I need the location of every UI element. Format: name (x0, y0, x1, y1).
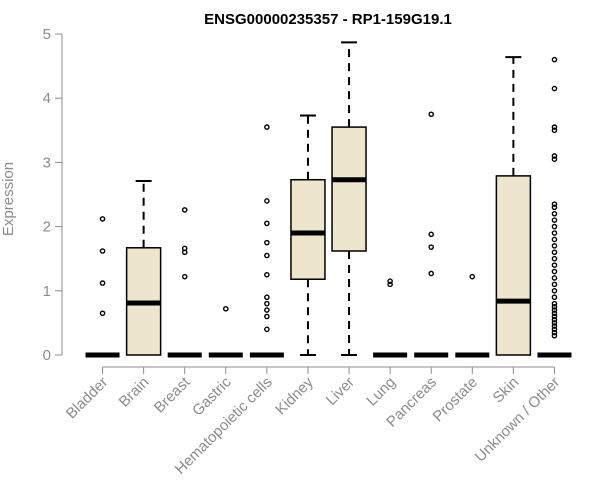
box-brain (125, 180, 162, 356)
y-tick-label: 5 (43, 26, 51, 43)
outlier-point (99, 248, 106, 254)
outlier-point (387, 281, 393, 288)
outlier-point (551, 124, 558, 130)
outlier-point (264, 307, 270, 313)
chart-title: ENSG00000235357 - RP1-159G19.1 (204, 11, 452, 28)
x-tick-label: Brain (116, 374, 153, 411)
outlier-point (551, 329, 558, 336)
outlier-point (551, 287, 558, 294)
outlier-point (551, 236, 558, 243)
outlier-point (551, 304, 558, 310)
box-iqr (331, 126, 367, 252)
outlier-point (551, 332, 558, 339)
outlier-point (551, 294, 558, 301)
outlier-point (181, 273, 188, 280)
x-tick-label: Skin (490, 374, 523, 407)
outlier-point (264, 239, 270, 246)
box-breast (167, 207, 202, 358)
outlier-point (551, 300, 558, 307)
outlier-point (428, 111, 435, 118)
x-tick-label: Breast (151, 373, 194, 416)
x-tick-label: Lung (363, 374, 399, 410)
box-bladder (85, 216, 120, 358)
outlier-point (551, 323, 558, 329)
outlier-point (551, 313, 558, 320)
outlier-point (551, 310, 558, 317)
x-tick-label: Kidney (272, 373, 317, 418)
outlier-point (551, 204, 558, 211)
outlier-point (181, 245, 188, 252)
box-gastric (208, 305, 243, 358)
box-pancreas (414, 111, 449, 358)
box-iqr (290, 178, 326, 280)
outlier-point (551, 249, 558, 256)
outlier-point (264, 294, 270, 301)
x-tick-label: Liver (323, 374, 358, 409)
box-group (85, 41, 572, 358)
outlier-point (428, 244, 435, 250)
outlier-point (222, 305, 229, 312)
outlier-point (551, 217, 558, 223)
outlier-point (551, 127, 558, 134)
outlier-point (264, 326, 270, 333)
box-iqr (495, 175, 532, 356)
box-skin (495, 56, 532, 356)
box-prostate (455, 273, 490, 358)
outlier-point (551, 156, 558, 162)
outlier-point (264, 300, 270, 307)
outlier-point (551, 316, 558, 323)
outlier-point (99, 310, 106, 317)
outlier-point (551, 210, 558, 217)
outlier-point (428, 231, 435, 238)
outlier-point (551, 201, 558, 207)
outlier-point (181, 207, 188, 213)
y-tick-label: 4 (43, 90, 51, 107)
outlier-point (551, 85, 558, 92)
box-unknown-other (537, 56, 572, 358)
outlier-point (264, 198, 270, 204)
outlier-point (551, 281, 558, 288)
outlier-point (264, 252, 270, 259)
outlier-point (264, 124, 270, 130)
outlier-point (551, 223, 558, 230)
outlier-point (387, 278, 393, 284)
outlier-point (428, 270, 435, 277)
outlier-point (264, 313, 270, 320)
outlier-point (551, 268, 558, 275)
y-tick-label: 0 (43, 347, 51, 364)
outlier-point (469, 273, 476, 280)
outlier-point (551, 326, 558, 333)
y-tick-label: 1 (43, 283, 51, 300)
outlier-point (551, 262, 558, 268)
outlier-point (551, 153, 558, 159)
outlier-point (551, 230, 558, 236)
box-liver (331, 41, 367, 356)
outlier-point (551, 255, 558, 262)
outlier-point (551, 56, 558, 63)
y-axis: 0 1 2 3 4 5 (43, 26, 63, 364)
y-tick-label: 2 (43, 219, 51, 236)
y-axis-label: Expression (0, 162, 17, 236)
box-kidney (290, 114, 326, 356)
outlier-point (264, 271, 270, 278)
outlier-point (551, 275, 558, 281)
outlier-point (551, 243, 558, 249)
outlier-point (551, 307, 558, 313)
outlier-point (99, 216, 106, 222)
y-tick-label: 3 (43, 154, 51, 171)
outlier-point (99, 280, 106, 286)
x-tick-label: Bladder (63, 374, 112, 423)
box-hematopoietic-cells (249, 124, 284, 358)
x-tick-label: Prostate (430, 374, 482, 426)
box-lung (373, 278, 408, 358)
outlier-point (264, 220, 270, 227)
outlier-point (551, 320, 558, 326)
